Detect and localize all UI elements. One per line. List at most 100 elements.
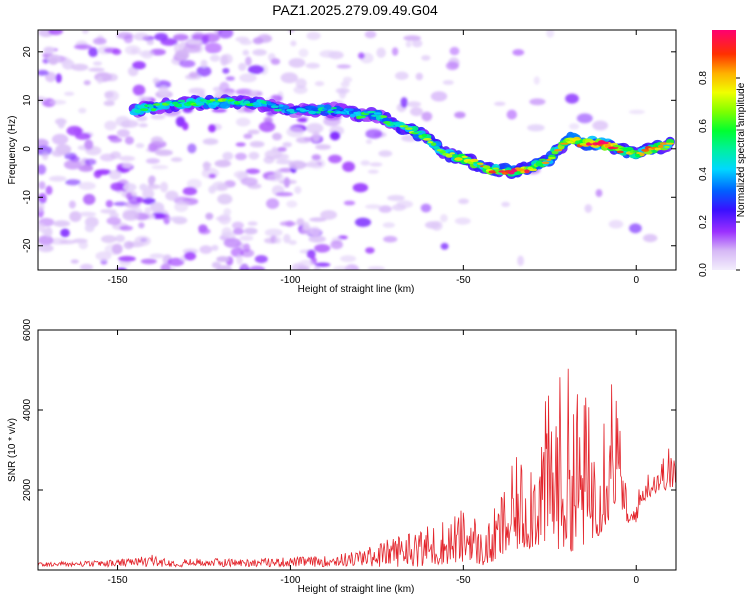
noise-blob [501, 201, 510, 208]
snr-y-ticks: 2000 4000 6000 [22, 318, 676, 501]
ridge-blob [270, 105, 279, 109]
noise-blob [38, 96, 47, 102]
noise-blob [313, 266, 321, 270]
noise-blob [78, 211, 97, 217]
noise-blob [240, 264, 249, 269]
noise-blob [145, 158, 160, 164]
noise-blob [235, 152, 247, 161]
noise-blob [202, 138, 219, 145]
noise-blob [315, 144, 331, 150]
noise-blob [115, 234, 125, 243]
noise-blob [300, 225, 313, 235]
noise-blob [406, 101, 422, 108]
ridge-blob [322, 108, 328, 111]
spectrogram-x-label: Height of straight line (km) [298, 284, 415, 295]
noise-blob [252, 37, 264, 45]
noise-blob [186, 178, 202, 189]
noise-blob [595, 189, 603, 198]
noise-blob [152, 77, 160, 85]
noise-blob [119, 155, 136, 162]
noise-blob [235, 142, 246, 147]
noise-blob [205, 212, 214, 220]
ridge-blob [546, 158, 552, 161]
noise-blob [138, 222, 145, 229]
ridge-blob [211, 102, 220, 106]
noise-blob [533, 76, 540, 85]
noise-blob [506, 109, 517, 120]
noise-blob [527, 124, 545, 132]
noise-blob [150, 140, 163, 151]
noise-blob [101, 235, 117, 244]
ridge-blob [529, 168, 538, 172]
noise-blob [139, 183, 148, 191]
noise-blob [458, 198, 469, 205]
noise-blob [146, 39, 154, 46]
noise-blob [233, 170, 249, 179]
noise-blob [38, 138, 49, 148]
noise-blob [225, 76, 235, 81]
noise-blob [148, 175, 155, 186]
noise-blob [512, 49, 525, 56]
noise-blob [421, 55, 431, 61]
noise-blob [629, 223, 642, 234]
noise-blob [254, 255, 268, 264]
noise-blob [38, 145, 53, 156]
noise-blob [106, 216, 122, 225]
noise-blob [258, 121, 276, 133]
noise-blob [160, 263, 171, 270]
noise-blob [277, 147, 287, 152]
noise-blob [352, 183, 369, 193]
noise-blob [405, 40, 412, 48]
ridge-blob [516, 168, 525, 172]
noise-blob [250, 90, 258, 96]
ridge-blob [367, 110, 376, 114]
colorbar-gradient [712, 30, 736, 270]
ridge-blob [331, 107, 337, 110]
noise-blob [280, 72, 298, 84]
noise-blob [186, 39, 203, 45]
noise-blob [204, 42, 222, 54]
noise-blob [608, 219, 624, 229]
chart-title: PAZ1.2025.279.09.49.G04 [272, 2, 438, 18]
noise-blob [299, 259, 314, 268]
noise-blob [314, 244, 331, 253]
noise-blob [249, 265, 266, 270]
colorbar-tick-label: 0.2 [698, 215, 709, 229]
noise-blob [391, 47, 399, 56]
noise-blob [243, 133, 253, 139]
noise-blob [174, 201, 189, 212]
noise-blob [378, 205, 392, 213]
noise-blob [174, 49, 190, 61]
noise-blob [150, 212, 167, 219]
ridge-blob [302, 109, 310, 112]
noise-blob [449, 46, 460, 56]
ridge-blob [639, 152, 645, 157]
noise-blob [275, 192, 293, 197]
ridge-blob [137, 105, 145, 109]
noise-blob [396, 200, 414, 209]
noise-blob [442, 80, 454, 85]
noise-blobs [38, 30, 658, 270]
noise-blob [110, 151, 122, 159]
noise-blob [199, 245, 213, 254]
noise-blob [154, 149, 173, 156]
ridge-blob [220, 102, 231, 109]
noise-blob [421, 111, 433, 122]
ridge-blob [564, 139, 571, 142]
noise-blob [266, 198, 280, 209]
snr-panel: -150 -100 -50 0 2000 4000 6000 Height of stra… [7, 318, 677, 595]
x-tick-label: 0 [633, 575, 639, 586]
noise-blob [222, 67, 230, 74]
ridge-blob [294, 109, 300, 113]
noise-blob [342, 76, 353, 83]
noise-blob [208, 173, 216, 179]
ridge-blob [266, 101, 272, 105]
noise-blob [283, 177, 290, 188]
noise-blob [415, 72, 423, 81]
noise-blob [160, 91, 171, 98]
noise-blob [42, 58, 50, 64]
noise-blob [592, 120, 609, 131]
ridge-blob [445, 154, 453, 158]
noise-blob [217, 30, 234, 39]
colorbar-tick-label: 0.8 [698, 71, 709, 85]
